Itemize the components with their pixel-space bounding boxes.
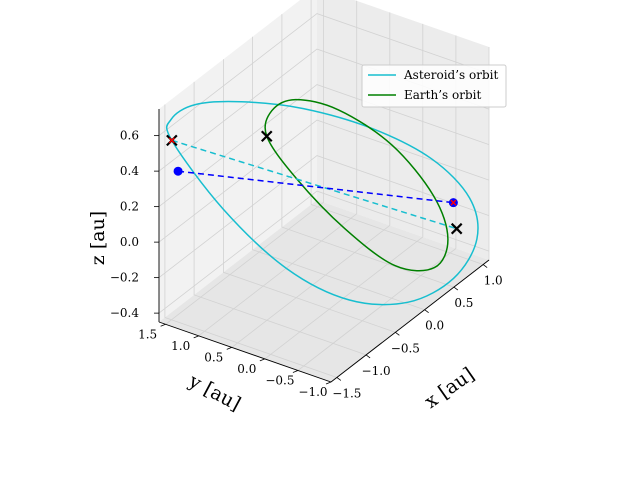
z-axis-label: z [au]	[87, 211, 109, 265]
y-tick-label: −0.5	[265, 373, 294, 387]
y-tick	[259, 358, 265, 362]
x-grid-line	[222, 59, 396, 333]
y-tick-label: −1.0	[298, 385, 327, 399]
back-pane	[159, 0, 317, 322]
x-tick-label: 1.0	[484, 274, 503, 288]
y-axis-label: y [au]	[184, 370, 244, 416]
x-grid-line	[252, 36, 425, 311]
x-grid-line	[310, 0, 484, 265]
y-axis-line	[158, 321, 332, 383]
marker-dot-3	[173, 166, 183, 176]
y-tick-label: 0.0	[237, 362, 256, 376]
z-tick-label: 0.4	[120, 164, 139, 178]
z-tick-label: −0.4	[110, 306, 140, 320]
z-grid-line	[158, 13, 490, 136]
marker-x-1	[260, 130, 273, 143]
y-tick	[193, 335, 199, 339]
y-grid-line	[165, 0, 325, 325]
x-tick-label: 0.5	[454, 296, 473, 310]
marker-x-2	[450, 222, 463, 235]
z-grid-line	[158, 190, 490, 314]
series-3-dashed-line	[177, 170, 454, 204]
x-tick	[336, 377, 342, 381]
y-tick	[226, 347, 232, 350]
x-tick-label: −1.5	[332, 386, 361, 400]
legend: Asteroid’s orbit Earth’s orbit	[361, 64, 507, 108]
x-tick-label: 0.0	[425, 319, 444, 333]
axis-lines	[158, 109, 490, 383]
y-tick	[325, 381, 332, 385]
x-tick	[453, 286, 459, 291]
legend-label-asteroid: Asteroid’s orbit	[403, 68, 498, 82]
z-grid-line	[158, 119, 490, 243]
x-grid-line	[193, 81, 367, 356]
point-markers	[166, 130, 463, 235]
x-tick	[395, 331, 400, 336]
series-0-orbit-line	[166, 100, 479, 306]
z-grid-line	[158, 155, 490, 278]
z-grid-line	[158, 84, 490, 207]
z-tick-label: 0.2	[120, 200, 139, 214]
z-tick-label: 0.6	[120, 129, 139, 143]
legend-box	[361, 64, 507, 108]
x-tick	[365, 354, 371, 359]
series-lines	[166, 98, 479, 306]
z-tick-label: 0.0	[120, 235, 139, 249]
x-axis-line	[330, 259, 490, 383]
tick-labels: −1.5−1.0−0.50.00.51.0−1.0−0.50.00.51.01.…	[110, 129, 503, 401]
x-tick-label: −1.0	[362, 364, 391, 378]
x-axis-label: x [au]	[421, 363, 479, 413]
x-tick	[482, 264, 488, 268]
marker-small-6	[450, 199, 457, 206]
x-tick	[424, 309, 429, 314]
legend-label-earth: Earth’s orbit	[404, 88, 481, 102]
z-tick-label: −0.2	[110, 271, 139, 285]
y-tick	[160, 323, 166, 327]
y-tick-label: 1.0	[171, 339, 190, 353]
y-tick	[292, 370, 299, 373]
series-1-orbit-line	[264, 98, 449, 272]
y-grid-line	[198, 0, 358, 337]
y-tick-label: 1.5	[138, 327, 157, 341]
y-tick-label: 0.5	[204, 350, 223, 364]
x-tick-label: −0.5	[391, 341, 420, 355]
marker-small-5	[168, 137, 175, 144]
x-grid-line	[164, 104, 338, 378]
